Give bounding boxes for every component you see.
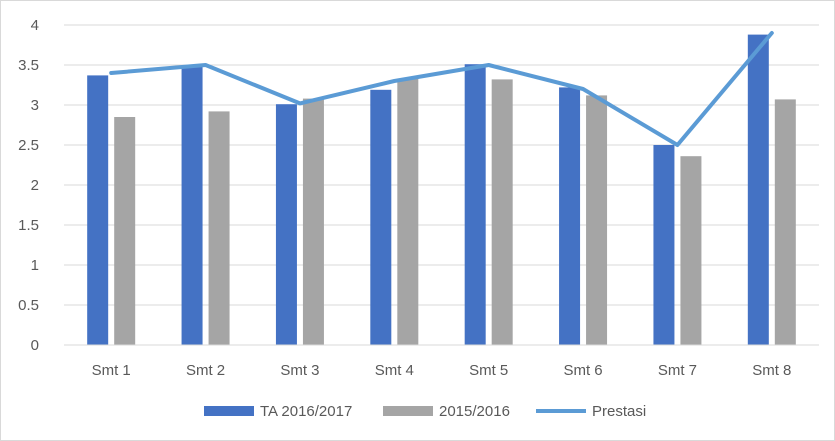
bars — [87, 34, 796, 346]
bar-2015-2016-6 — [586, 95, 608, 346]
x-tick-label: Smt 3 — [280, 362, 319, 379]
y-tick-label: 2 — [31, 177, 39, 194]
bar-ta-2016-2017-2 — [181, 66, 203, 345]
bar-2015-2016-3 — [302, 98, 324, 345]
bar-2015-2016-2 — [208, 111, 230, 346]
legend-swatch-2015-2016 — [383, 406, 433, 416]
bar-2015-2016-4 — [397, 78, 419, 345]
y-tick-label: 0 — [31, 337, 39, 354]
y-tick-label: 3 — [31, 97, 39, 114]
y-tick-label: 2.5 — [18, 137, 39, 154]
x-tick-label: Smt 5 — [469, 362, 508, 379]
bar-2015-2016-5 — [491, 79, 513, 346]
bar-ta-2016-2017-8 — [747, 34, 769, 345]
bar-ta-2016-2017-6 — [559, 87, 581, 346]
x-tick-label: Smt 7 — [658, 362, 697, 379]
bar-ta-2016-2017-5 — [464, 64, 486, 345]
bar-ta-2016-2017-4 — [370, 89, 392, 345]
line-prestasi — [109, 31, 774, 147]
x-axis-ticks: Smt 1 Smt 2 Smt 3 Smt 4 Smt 5 Smt 6 Smt 7 Smt 8 — [64, 344, 819, 379]
x-tick-label: Smt 4 — [375, 362, 414, 379]
bar-2015-2016-8 — [774, 99, 796, 346]
line-series — [109, 31, 774, 147]
bar-2015-2016-1 — [114, 117, 136, 345]
legend-label-prestasi: Prestasi — [592, 403, 646, 420]
y-tick-label: 3.5 — [18, 57, 39, 74]
y-tick-label: 4 — [31, 17, 39, 34]
legend-label-ta-2016-2017: TA 2016/2017 — [260, 403, 352, 420]
x-tick-label: Smt 2 — [186, 362, 225, 379]
y-axis-ticks: 0 0.5 1 1.5 2 2.5 3 3.5 4 — [18, 17, 39, 354]
y-tick-label: 1.5 — [18, 217, 39, 234]
bar-ta-2016-2017-1 — [87, 75, 109, 346]
bar-ta-2016-2017-7 — [653, 145, 675, 345]
y-tick-label: 0.5 — [18, 297, 39, 314]
bar-2015-2016-7 — [680, 156, 702, 345]
x-tick-label: Smt 8 — [752, 362, 791, 379]
legend-label-2015-2016: 2015/2016 — [439, 403, 510, 420]
y-tick-label: 1 — [31, 257, 39, 274]
bar-ta-2016-2017-3 — [275, 104, 297, 345]
legend: TA 2016/2017 2015/2016 Prestasi — [204, 403, 646, 420]
x-tick-label: Smt 1 — [92, 362, 131, 379]
x-tick-label: Smt 6 — [563, 362, 602, 379]
legend-swatch-ta-2016-2017 — [204, 406, 254, 416]
